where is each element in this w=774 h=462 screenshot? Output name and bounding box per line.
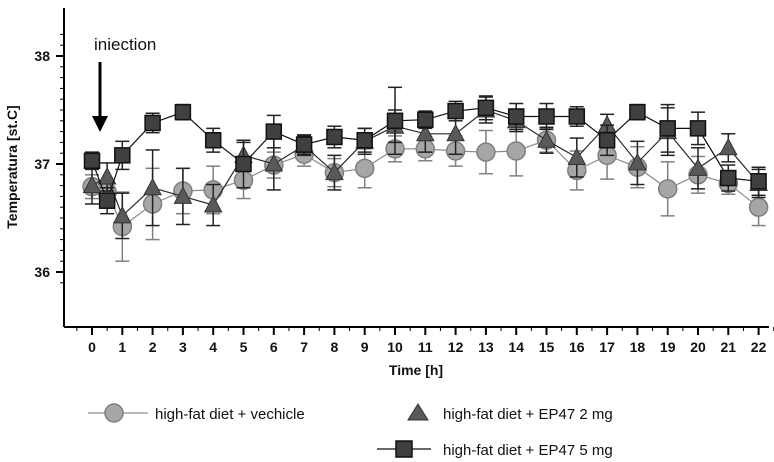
injection-arrowhead-icon [92,116,108,132]
legend-label: high-fat diet + vechicle [155,406,305,423]
data-point [598,131,616,149]
legend: high-fat diet + vechicle high-fat diet +… [88,403,613,459]
data-point [720,169,737,187]
data-point [447,102,464,120]
y-tick-label: 37 [34,156,50,172]
x-tick-label: 15 [539,339,555,355]
data-point [264,153,284,172]
x-tick-label: 16 [569,339,585,355]
data-point [415,123,435,142]
x-tick-label: 21 [721,339,737,355]
series-line [91,109,760,217]
data-point [538,108,555,125]
y-ticks: 36 37 38 [34,33,64,284]
x-ticks: 0 1 2 3 4 5 6 7 8 9 10 11 12 13 14 15 16 17 18 19 20 21 22 [76,327,774,355]
data-point [174,103,192,121]
data-point [173,186,193,204]
data-point [718,137,738,156]
data-point [203,194,223,213]
data-point [295,136,313,153]
series-layer [82,86,769,262]
y-axis-title: Temperatura [st.C] [4,105,20,228]
x-tick-label: 18 [630,339,646,355]
y-tick-label: 38 [34,48,50,64]
data-point [326,128,343,146]
data-point [446,123,465,142]
x-tick-label: 0 [88,339,96,355]
legend-item-ep47-5mg: high-fat diet + EP47 5 mg [377,440,613,459]
x-tick-label: 13 [478,339,494,355]
x-tick-label: 19 [660,339,676,355]
x-tick-label: 20 [690,339,706,355]
data-point [97,166,117,185]
legend-item-vehicle: high-fat diet + vechicle [88,403,305,423]
data-point [659,120,676,137]
data-point [507,108,525,125]
data-point [629,103,646,121]
data-point [354,158,375,179]
data-point [235,155,252,173]
x-tick-label: 11 [418,339,433,355]
data-point [356,131,373,149]
data-point [143,177,162,196]
data-point [417,111,434,128]
injection-annotation: iniection [92,35,156,132]
square-marker-icon [395,440,413,458]
data-point [688,158,708,176]
data-point [265,123,283,140]
x-tick-label: 2 [149,339,157,355]
data-point [98,192,116,209]
data-point [628,152,647,171]
data-point [750,173,767,190]
data-point [114,147,131,164]
legend-label: high-fat diet + EP47 5 mg [443,442,613,459]
x-tick-label: 17 [599,339,615,355]
x-tick-label: 12 [448,339,464,355]
x-tick-label: 4 [209,339,217,355]
triangle-marker-icon [407,403,429,421]
data-point [477,99,495,117]
data-point [537,130,556,148]
data-point [112,205,132,224]
injection-label: iniection [94,35,156,54]
x-tick-label: 6 [270,339,278,355]
x-tick-label: 5 [240,339,248,355]
x-axis-title: Time [h] [389,362,443,378]
data-point [567,147,587,166]
x-tick-label: 9 [361,339,369,355]
data-point [568,108,586,125]
legend-label: high-fat diet + EP47 2 mg [443,406,613,423]
data-point [144,114,161,132]
x-tick-label: 3 [179,339,187,355]
x-tick-label: 8 [331,339,339,355]
data-point [83,152,101,170]
data-point [748,197,769,217]
data-point [657,179,678,199]
x-tick-label: 10 [387,339,403,355]
legend-item-ep47-2mg: high-fat diet + EP47 2 mg [407,403,613,423]
y-tick-label: 36 [34,264,50,280]
data-point [204,131,222,149]
x-tick-label: 14 [508,339,524,355]
data-point [325,162,344,181]
x-tick-label: 1 [118,339,126,355]
data-point [386,112,404,130]
x-tick-label: 22 [751,339,767,355]
x-tick-label: 7 [300,339,308,355]
data-point [506,141,526,161]
circle-marker-icon [104,403,124,423]
data-point [476,142,496,162]
data-point [82,175,102,194]
data-point [689,120,707,137]
series-square [83,86,767,215]
